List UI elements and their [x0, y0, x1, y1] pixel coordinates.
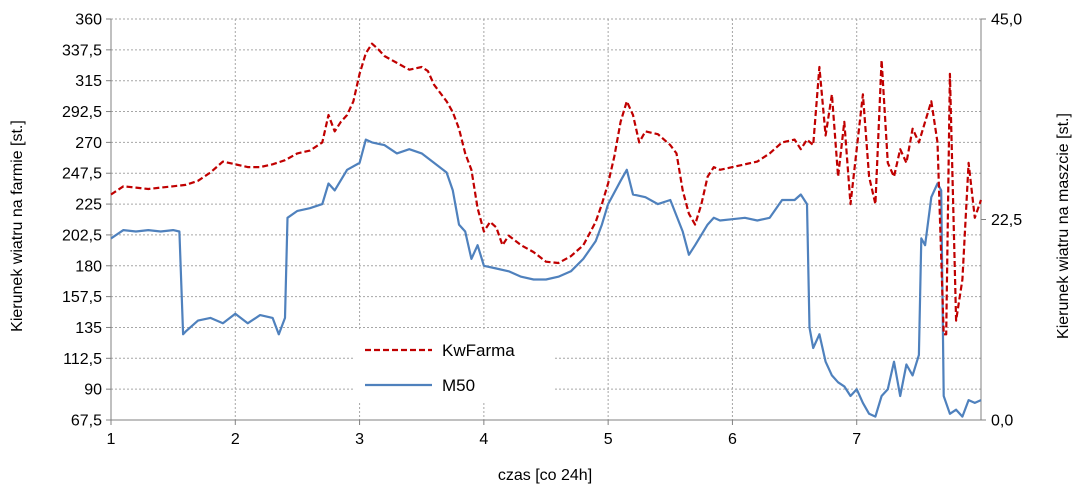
- series-line-kwfarma: [110, 42, 983, 336]
- y-left-tick-label: 270: [75, 135, 102, 152]
- y-right-tick-label: 22,5: [991, 212, 1022, 229]
- y-right-tick-label: 45,0: [991, 12, 1022, 29]
- y-right-tick-label: 0,0: [991, 413, 1013, 430]
- y-left-tick-label: 292,5: [62, 104, 102, 121]
- y-left-tick-label: 225: [75, 197, 102, 214]
- y-left-tick-label: 202,5: [62, 227, 102, 244]
- y-left-tick-label: 67,5: [71, 413, 102, 430]
- y-left-tick-label: 337,5: [62, 42, 102, 59]
- legend-label-m50: M50: [442, 376, 475, 395]
- y-left-tick-label: 360: [75, 12, 102, 29]
- y-left-tick-label: 112,5: [63, 351, 102, 368]
- x-tick-labels: 1 2 3 4 5 6 7: [107, 431, 862, 448]
- y-left-tick-labels: 67,5 90 112,5 135 157,5 180 202,5 225 247,5 270 29…: [62, 12, 102, 430]
- legend: KwFarma M50: [355, 330, 555, 402]
- x-tick-label: 6: [728, 431, 737, 448]
- y-left-axis-title: Kierunek wiatru na farmie [st.]: [9, 120, 26, 332]
- axes: [106, 18, 986, 425]
- y-right-axis-title: Kierunek wiatru na maszcie [st.]: [1055, 113, 1072, 339]
- x-tick-label: 1: [107, 431, 116, 448]
- series-layer: [110, 42, 983, 418]
- y-left-tick-label: 315: [75, 73, 102, 90]
- y-right-tick-labels: 0,0 22,5 45,0: [991, 12, 1022, 430]
- x-tick-label: 7: [852, 431, 861, 448]
- y-left-tick-label: 157,5: [62, 289, 102, 306]
- series-line-m50: [110, 138, 982, 418]
- y-left-tick-label: 180: [75, 258, 102, 275]
- x-tick-label: 5: [604, 431, 613, 448]
- y-left-tick-label: 90: [84, 382, 102, 399]
- x-axis-title: czas [co 24h]: [498, 467, 592, 484]
- x-tick-label: 3: [355, 431, 364, 448]
- y-left-tick-label: 135: [75, 320, 102, 337]
- x-tick-label: 2: [231, 431, 240, 448]
- legend-box: [355, 330, 555, 402]
- x-tick-label: 4: [479, 431, 488, 448]
- y-left-tick-label: 247,5: [62, 166, 102, 183]
- legend-label-kwfarma: KwFarma: [442, 341, 515, 360]
